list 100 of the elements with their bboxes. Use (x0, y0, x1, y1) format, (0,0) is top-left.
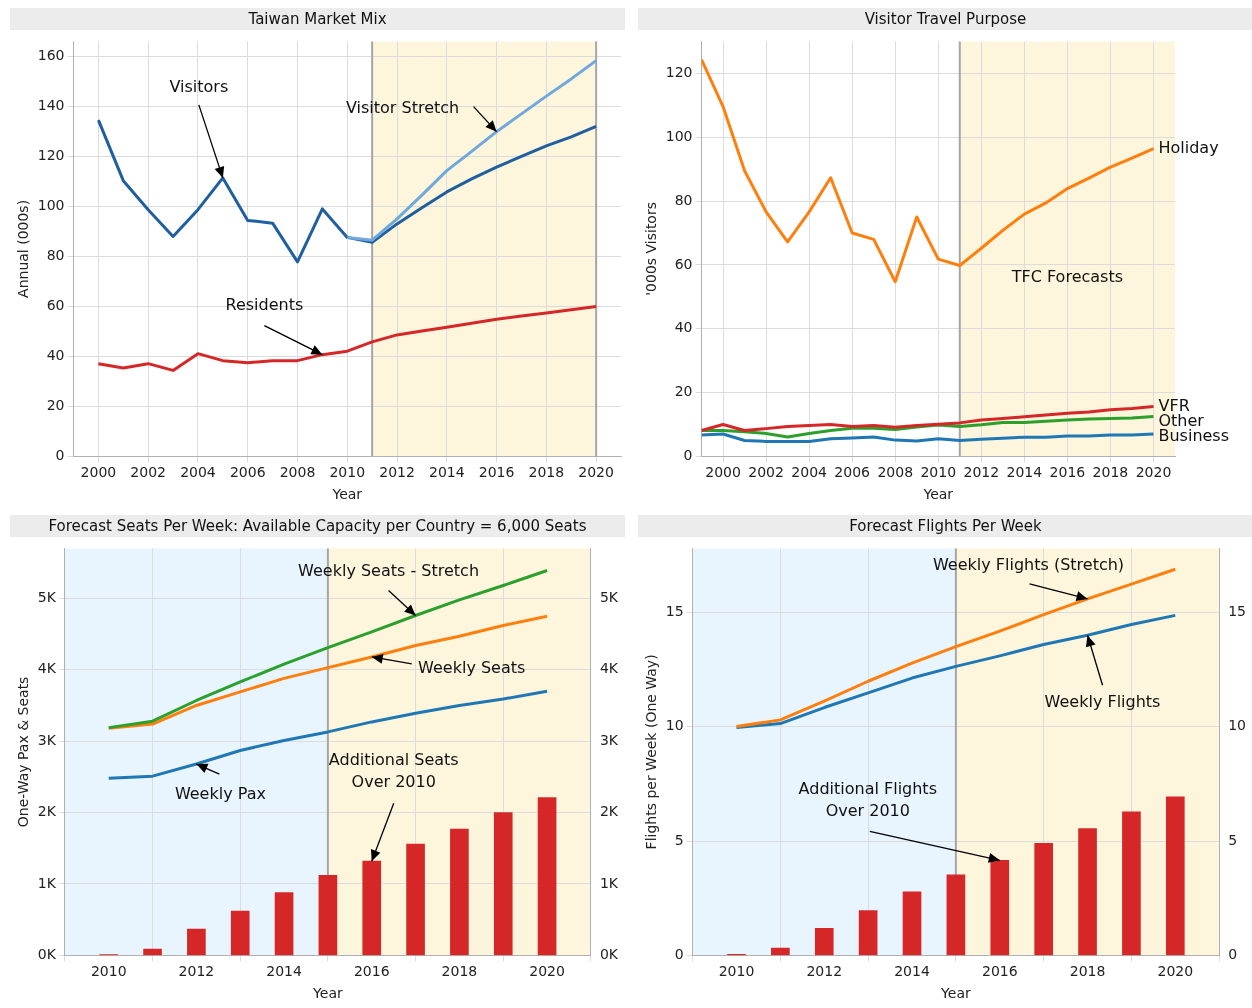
bar (187, 928, 206, 956)
series-label: Holiday (1158, 137, 1219, 157)
y-axis-title: Flights per Week (One Way) (643, 654, 660, 850)
y-tick-label: 0K (37, 946, 57, 963)
y2-tick-label: 15 (1228, 603, 1247, 620)
annotation: Visitors (169, 77, 229, 97)
x-tick-label: 2020 (578, 464, 614, 481)
chart-title: Visitor Travel Purpose (638, 8, 1252, 30)
y-tick-label: 3K (37, 731, 57, 748)
x-tick-label: 2018 (1069, 963, 1106, 980)
annotation: Additional Seats Over 2010 (328, 750, 459, 792)
x-tick-label: 2004 (791, 464, 828, 481)
annotation: Weekly Flights (1044, 692, 1161, 712)
y-tick-label: 0 (674, 946, 684, 963)
y2-tick-label: 2K (599, 803, 619, 820)
x-tick-label: 2002 (748, 464, 784, 481)
y-tick-label: 15 (665, 603, 684, 620)
y2-tick-label: 0 (1228, 946, 1238, 963)
annotation: Residents (225, 294, 304, 314)
y-tick-label: 40 (674, 319, 693, 336)
x-tick-label: 2020 (1135, 464, 1172, 481)
y-tick-label: 0 (55, 447, 65, 464)
y-tick-label: 140 (37, 97, 65, 114)
chart-title: Forecast Seats Per Week: Available Capacity per Country = 6,000 Seats (10, 515, 625, 537)
x-tick-label: 2010 (920, 464, 957, 481)
x-axis-title: Year (922, 486, 954, 503)
x-tick-label: 2002 (130, 464, 166, 481)
y-tick-label: 100 (37, 197, 65, 214)
bar (450, 828, 469, 956)
x-tick-label: 2016 (353, 963, 390, 980)
y-tick-label: 10 (665, 717, 684, 734)
x-tick-label: 2006 (229, 464, 266, 481)
x-tick-label: 2016 (478, 464, 515, 481)
x-tick-label: 2014 (266, 963, 302, 980)
y-tick-label: 5K (37, 589, 57, 606)
y-tick-label: 20 (674, 383, 693, 400)
bar (143, 948, 162, 956)
annotation: Weekly Seats (418, 658, 526, 678)
y2-tick-label: 5 (1228, 831, 1238, 848)
bar (902, 891, 922, 956)
annotation: Visitor Stretch (345, 97, 460, 117)
x-tick-label: 2012 (379, 464, 415, 481)
bar (318, 875, 338, 956)
x-tick-label: 2014 (894, 963, 930, 980)
bar (1078, 828, 1097, 956)
y-axis-title: Annual (000s) (15, 199, 32, 298)
bar (946, 874, 966, 956)
x-tick-label: 2000 (80, 464, 117, 481)
x-tick-label: 2016 (1049, 464, 1086, 481)
x-tick-label: 2014 (428, 464, 465, 481)
bar (274, 892, 294, 956)
bar (1122, 811, 1141, 956)
x-axis-title: Year (940, 985, 971, 1002)
x-tick-label: 2010 (329, 464, 366, 481)
chart-title: Forecast Flights Per Week (638, 515, 1252, 537)
y2-tick-label: 4K (599, 660, 619, 677)
x-tick-label: 2012 (806, 963, 843, 980)
x-tick-label: 2004 (180, 464, 216, 481)
annotation: Weekly Flights (Stretch) (932, 555, 1125, 575)
y2-tick-label: 5K (599, 589, 619, 606)
y-tick-label: 120 (665, 63, 693, 80)
x-tick-label: 2010 (718, 963, 755, 980)
y-tick-label: 0 (683, 447, 693, 464)
annotation: Additional Flights Over 2010 (798, 779, 937, 821)
y-tick-label: 60 (674, 255, 693, 272)
bar (771, 947, 790, 956)
y-tick-label: 5 (674, 831, 684, 848)
y-tick-label: 40 (46, 347, 65, 364)
bar (1034, 843, 1053, 956)
bar (537, 797, 557, 956)
x-tick-label: 2020 (529, 963, 565, 980)
y-tick-label: 4K (37, 660, 57, 677)
y-tick-label: 80 (674, 191, 693, 208)
annotation: Weekly Pax (174, 784, 266, 804)
x-tick-label: 2006 (834, 464, 871, 481)
bar (814, 928, 834, 956)
x-tick-label: 2008 (279, 464, 316, 481)
bar (858, 910, 878, 956)
y-axis-title: One-Way Pax & Seats (15, 676, 32, 828)
bar (493, 812, 513, 956)
x-axis-title: Year (312, 985, 343, 1002)
x-axis-title: Year (331, 486, 363, 503)
bar (1165, 796, 1185, 956)
chart-title: Taiwan Market Mix (10, 8, 625, 30)
x-tick-label: 2016 (981, 963, 1018, 980)
band-label: TFC Forecasts (1010, 267, 1124, 287)
y-tick-label: 60 (46, 297, 65, 314)
x-tick-label: 2010 (90, 963, 127, 980)
y-axis-title: '000s Visitors (643, 202, 660, 296)
bar (406, 843, 425, 956)
x-tick-label: 2008 (877, 464, 914, 481)
y-tick-label: 160 (37, 47, 65, 64)
x-tick-label: 2020 (1157, 963, 1194, 980)
x-tick-label: 2018 (1092, 464, 1129, 481)
y-tick-label: 2K (37, 803, 57, 820)
bar (230, 910, 250, 956)
y-tick-label: 1K (37, 874, 57, 891)
x-tick-label: 2018 (528, 464, 565, 481)
annotation: Weekly Seats - Stretch (298, 560, 480, 580)
y-tick-label: 20 (46, 397, 65, 414)
